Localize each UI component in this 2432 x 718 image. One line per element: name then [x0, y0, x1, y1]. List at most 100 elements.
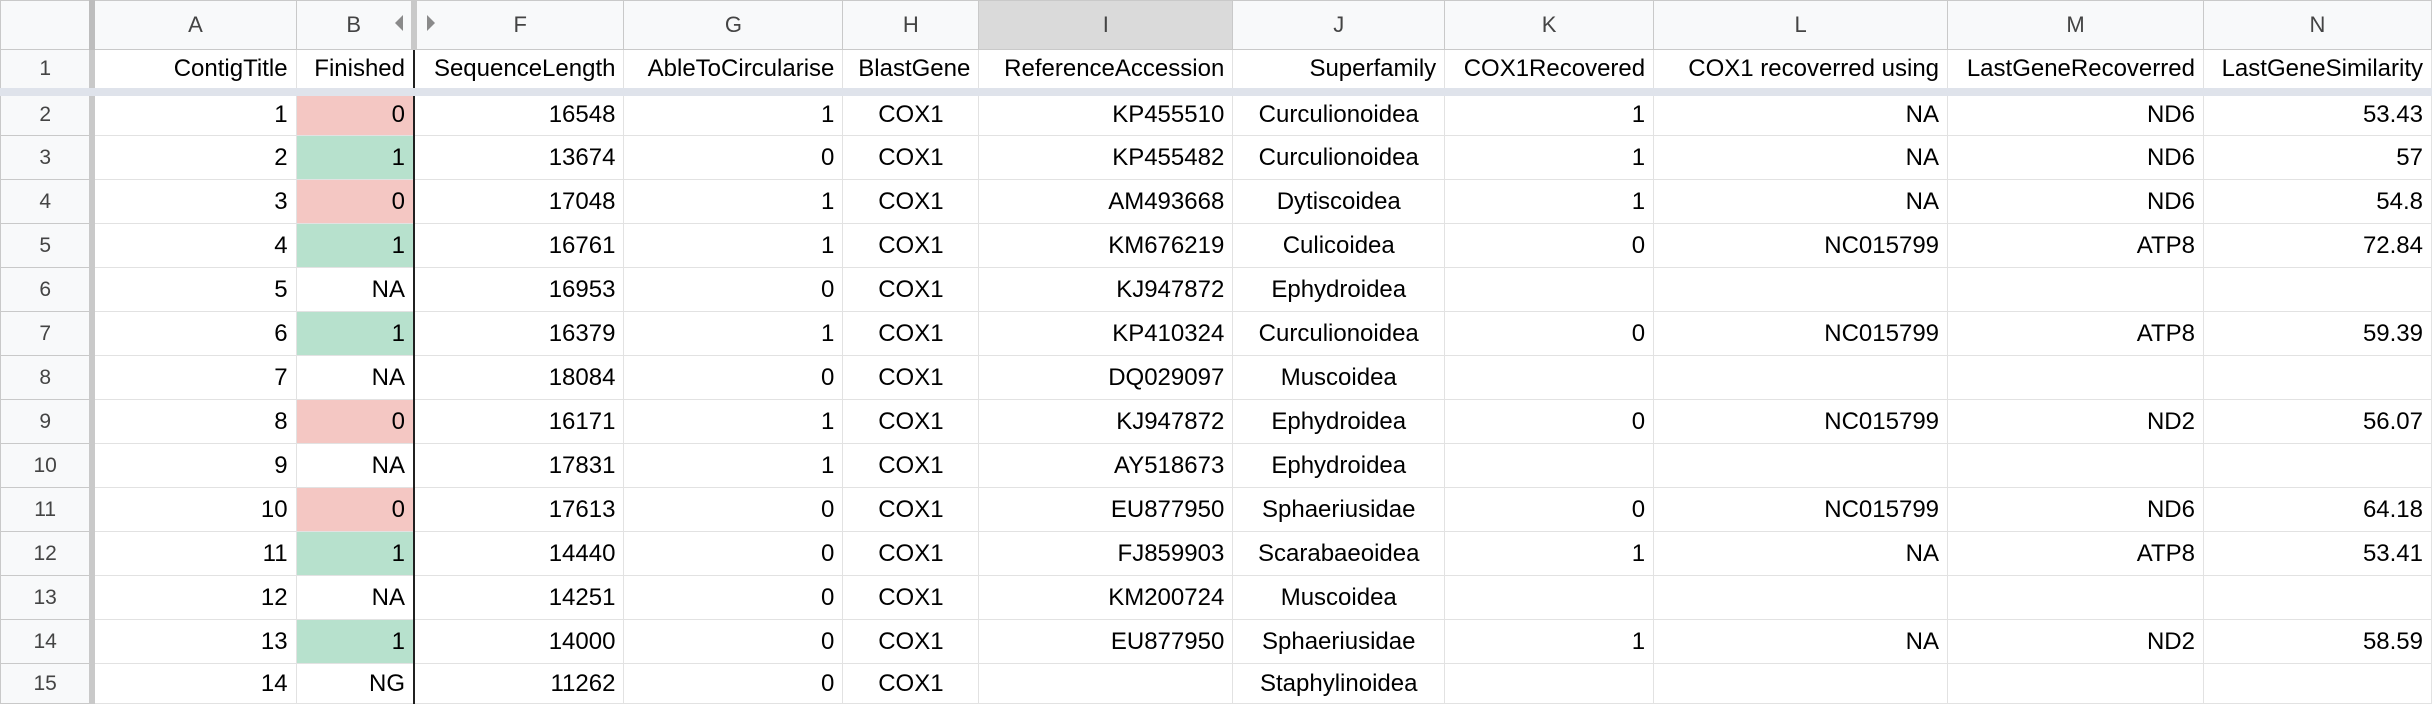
column-header-k[interactable]: K — [1444, 0, 1655, 50]
cell-f[interactable]: 17048 — [413, 179, 625, 224]
cell-l[interactable]: NC015799 — [1653, 311, 1949, 356]
column-header-m[interactable]: M — [1947, 0, 2204, 50]
row-number[interactable]: 3 — [0, 135, 96, 180]
row-number[interactable]: 11 — [0, 487, 96, 532]
cell-l[interactable] — [1653, 443, 1949, 488]
cell-b[interactable]: NG — [295, 663, 415, 704]
cell-m[interactable] — [1947, 267, 2204, 312]
row-number[interactable]: 8 — [0, 355, 96, 400]
cell-h[interactable]: COX1 — [842, 91, 980, 136]
column-header-n[interactable]: N — [2202, 0, 2432, 50]
cell-i[interactable]: KP455482 — [978, 135, 1234, 180]
cell-f[interactable]: 11262 — [413, 663, 625, 704]
cell-h[interactable]: COX1 — [842, 355, 980, 400]
cell-n[interactable] — [2202, 663, 2432, 704]
cell-j[interactable]: Ephydroidea — [1232, 443, 1446, 488]
cell-j[interactable]: Dytiscoidea — [1232, 179, 1446, 224]
cell-a[interactable]: 4 — [91, 223, 297, 268]
row-number[interactable]: 5 — [0, 223, 96, 268]
column-header-b[interactable]: B — [295, 0, 417, 50]
cell-h[interactable]: COX1 — [842, 663, 980, 704]
cell-f[interactable]: 14440 — [413, 531, 625, 576]
cell-h[interactable]: COX1 — [842, 179, 980, 224]
cell-h[interactable]: COX1 — [842, 135, 980, 180]
cell-h[interactable]: COX1 — [842, 399, 980, 444]
row-number[interactable]: 6 — [0, 267, 96, 312]
cell-j[interactable]: Staphylinoidea — [1232, 663, 1446, 704]
cell-b[interactable]: 0 — [295, 91, 415, 136]
cell-j[interactable]: Curculionoidea — [1232, 135, 1446, 180]
cell-a[interactable]: 3 — [91, 179, 297, 224]
cell-f[interactable]: 16953 — [413, 267, 625, 312]
cell-j[interactable]: Curculionoidea — [1232, 311, 1446, 356]
cell-l[interactable]: NA — [1653, 531, 1949, 576]
cell-k[interactable]: 1 — [1444, 619, 1655, 664]
row-number[interactable]: 10 — [0, 443, 96, 488]
header-cell-b[interactable]: Finished — [295, 49, 415, 96]
cell-j[interactable]: Sphaeriusidae — [1232, 487, 1446, 532]
cell-k[interactable] — [1444, 267, 1655, 312]
cell-b[interactable]: 1 — [295, 135, 415, 180]
cell-l[interactable]: NA — [1653, 619, 1949, 664]
cell-g[interactable]: 0 — [623, 355, 844, 400]
header-cell-j[interactable]: Superfamily — [1232, 49, 1446, 96]
cell-f[interactable]: 16761 — [413, 223, 625, 268]
cell-h[interactable]: COX1 — [842, 619, 980, 664]
cell-b[interactable]: NA — [295, 355, 415, 400]
cell-n[interactable]: 57 — [2202, 135, 2432, 180]
cell-m[interactable]: ND6 — [1947, 487, 2204, 532]
cell-j[interactable]: Muscoidea — [1232, 575, 1446, 620]
row-number[interactable]: 14 — [0, 619, 96, 664]
row-number[interactable]: 2 — [0, 91, 96, 136]
cell-g[interactable]: 1 — [623, 311, 844, 356]
cell-j[interactable]: Ephydroidea — [1232, 399, 1446, 444]
cell-g[interactable]: 1 — [623, 223, 844, 268]
cell-h[interactable]: COX1 — [842, 487, 980, 532]
cell-k[interactable]: 1 — [1444, 531, 1655, 576]
cell-a[interactable]: 7 — [91, 355, 297, 400]
cell-b[interactable]: 1 — [295, 531, 415, 576]
cell-b[interactable]: 0 — [295, 487, 415, 532]
header-cell-i[interactable]: ReferenceAccession — [978, 49, 1234, 96]
cell-l[interactable]: NC015799 — [1653, 399, 1949, 444]
row-number[interactable]: 1 — [0, 49, 96, 96]
cell-k[interactable]: 0 — [1444, 399, 1655, 444]
cell-a[interactable]: 12 — [91, 575, 297, 620]
cell-j[interactable]: Sphaeriusidae — [1232, 619, 1446, 664]
cell-a[interactable]: 13 — [91, 619, 297, 664]
cell-k[interactable]: 0 — [1444, 223, 1655, 268]
cell-g[interactable]: 1 — [623, 91, 844, 136]
unhide-columns-left-arrow-icon[interactable] — [395, 15, 403, 31]
cell-h[interactable]: COX1 — [842, 311, 980, 356]
column-header-a[interactable]: A — [91, 0, 297, 50]
cell-m[interactable]: ND6 — [1947, 91, 2204, 136]
cell-f[interactable]: 14251 — [413, 575, 625, 620]
cell-k[interactable]: 1 — [1444, 135, 1655, 180]
cell-j[interactable]: Culicoidea — [1232, 223, 1446, 268]
cell-i[interactable]: KM676219 — [978, 223, 1234, 268]
cell-l[interactable]: NA — [1653, 179, 1949, 224]
cell-g[interactable]: 0 — [623, 531, 844, 576]
cell-g[interactable]: 1 — [623, 399, 844, 444]
cell-m[interactable] — [1947, 663, 2204, 704]
cell-l[interactable] — [1653, 355, 1949, 400]
cell-j[interactable]: Muscoidea — [1232, 355, 1446, 400]
cell-i[interactable]: EU877950 — [978, 487, 1234, 532]
cell-h[interactable]: COX1 — [842, 223, 980, 268]
cell-n[interactable] — [2202, 443, 2432, 488]
cell-b[interactable]: 1 — [295, 223, 415, 268]
column-header-j[interactable]: J — [1232, 0, 1446, 50]
cell-j[interactable]: Curculionoidea — [1232, 91, 1446, 136]
cell-h[interactable]: COX1 — [842, 443, 980, 488]
cell-m[interactable]: ND6 — [1947, 179, 2204, 224]
cell-i[interactable]: FJ859903 — [978, 531, 1234, 576]
column-header-h[interactable]: H — [842, 0, 980, 50]
cell-l[interactable]: NA — [1653, 91, 1949, 136]
cell-k[interactable]: 1 — [1444, 179, 1655, 224]
cell-g[interactable]: 0 — [623, 575, 844, 620]
cell-k[interactable] — [1444, 575, 1655, 620]
cell-i[interactable]: KM200724 — [978, 575, 1234, 620]
cell-m[interactable] — [1947, 575, 2204, 620]
cell-f[interactable]: 14000 — [413, 619, 625, 664]
cell-a[interactable]: 2 — [91, 135, 297, 180]
